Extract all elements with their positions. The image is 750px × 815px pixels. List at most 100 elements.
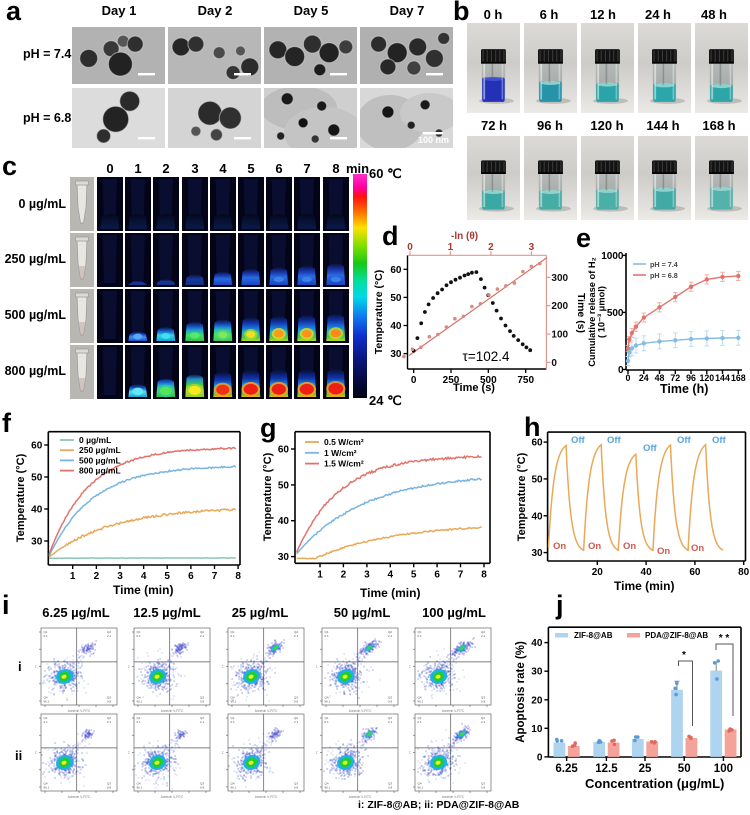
svg-text:0.1: 0.1 (231, 634, 236, 638)
svg-text:Q2: Q2 (388, 630, 392, 634)
svg-text:250: 250 (443, 375, 460, 386)
svg-text:* *: * * (719, 633, 730, 644)
svg-text:3: 3 (117, 571, 123, 582)
svg-text:0.8: 0.8 (107, 786, 112, 790)
svg-text:ZIF-8@AB: ZIF-8@AB (574, 631, 613, 640)
svg-text:Annexin V-FITC: Annexin V-FITC (255, 709, 278, 713)
svg-text:Q2: Q2 (200, 716, 204, 720)
svg-text:Q1: Q1 (325, 716, 329, 720)
svg-text:0.8: 0.8 (481, 700, 486, 704)
svg-text:2.1: 2.1 (107, 720, 112, 724)
svg-text:1: 1 (70, 571, 76, 582)
svg-text:0.8: 0.8 (200, 786, 205, 790)
svg-text:0.8: 0.8 (107, 700, 112, 704)
svg-text:PI: PI (316, 751, 319, 754)
svg-text:4: 4 (388, 569, 394, 580)
svg-text:0: 0 (626, 373, 631, 383)
svg-text:20: 20 (592, 567, 604, 578)
svg-text:Q3: Q3 (200, 782, 204, 786)
svg-text:Q4: Q4 (231, 782, 235, 786)
svg-text:Q1: Q1 (231, 630, 235, 634)
svg-text:50: 50 (31, 473, 43, 484)
svg-text:pH = 6.8: pH = 6.8 (650, 271, 678, 280)
svg-text:60: 60 (278, 445, 290, 456)
svg-text:Temperature (°C): Temperature (°C) (373, 270, 385, 355)
svg-text:10: 10 (531, 724, 543, 735)
svg-text:40: 40 (641, 567, 653, 578)
svg-text:2: 2 (94, 571, 100, 582)
svg-text:PDA@ZIF-8@AB: PDA@ZIF-8@AB (645, 631, 708, 640)
svg-text:2.1: 2.1 (294, 720, 299, 724)
svg-text:On: On (553, 541, 566, 552)
svg-text:Q2: Q2 (388, 716, 392, 720)
svg-text:30: 30 (531, 548, 543, 559)
svg-text:2.1: 2.1 (294, 634, 299, 638)
svg-text:0.8: 0.8 (294, 786, 299, 790)
svg-text:50: 50 (531, 474, 543, 485)
svg-text:48: 48 (655, 373, 665, 383)
svg-text:Q1: Q1 (44, 716, 48, 720)
svg-text:Cumulative release of H₂: Cumulative release of H₂ (588, 257, 597, 367)
svg-text:Temperature (°C): Temperature (°C) (15, 453, 27, 542)
svg-text:60: 60 (531, 438, 543, 449)
svg-text:30: 30 (390, 349, 402, 360)
svg-text:Q1: Q1 (325, 630, 329, 634)
svg-text:τ=102.4: τ=102.4 (463, 349, 510, 364)
svg-text:2.1: 2.1 (388, 720, 393, 724)
svg-text:3: 3 (529, 242, 535, 253)
svg-text:60: 60 (31, 441, 43, 452)
svg-text:2.1: 2.1 (481, 720, 486, 724)
svg-text:96.1: 96.1 (137, 786, 143, 790)
svg-text:0.5 W/cm²: 0.5 W/cm² (324, 437, 364, 447)
svg-text:12.5: 12.5 (595, 763, 618, 775)
svg-text:PI: PI (316, 665, 319, 668)
svg-text:6: 6 (188, 571, 194, 582)
svg-text:Q1: Q1 (44, 630, 48, 634)
svg-text:Q2: Q2 (294, 630, 298, 634)
svg-text:100: 100 (714, 763, 733, 775)
svg-text:6.25: 6.25 (555, 763, 578, 775)
svg-text:0.1: 0.1 (418, 634, 423, 638)
svg-text:0: 0 (618, 365, 624, 376)
svg-text:500: 500 (607, 308, 624, 319)
svg-text:750: 750 (517, 375, 534, 386)
svg-text:50: 50 (678, 763, 691, 775)
svg-text:Q3: Q3 (200, 696, 204, 700)
svg-text:96.1: 96.1 (325, 700, 331, 704)
svg-text:( 10⁻³ μmol): ( 10⁻³ μmol) (597, 286, 607, 338)
svg-text:0.1: 0.1 (137, 634, 142, 638)
svg-text:96.1: 96.1 (44, 786, 50, 790)
svg-text:1: 1 (448, 242, 454, 253)
svg-text:Off: Off (712, 435, 727, 446)
svg-text:Q1: Q1 (137, 716, 141, 720)
svg-text:0.8: 0.8 (294, 700, 299, 704)
svg-text:2.1: 2.1 (200, 720, 205, 724)
svg-text:PI: PI (222, 665, 225, 668)
svg-text:Q2: Q2 (481, 630, 485, 634)
svg-text:Off: Off (677, 435, 692, 446)
svg-text:0.1: 0.1 (418, 720, 423, 724)
svg-text:Q3: Q3 (481, 696, 485, 700)
svg-text:96.1: 96.1 (231, 786, 237, 790)
svg-text:4: 4 (141, 571, 147, 582)
svg-text:PI: PI (128, 751, 131, 754)
svg-text:3: 3 (364, 569, 370, 580)
svg-text:0.1: 0.1 (137, 720, 142, 724)
svg-text:0.8: 0.8 (481, 786, 486, 790)
svg-text:0: 0 (551, 358, 557, 369)
svg-text:Q1: Q1 (231, 716, 235, 720)
svg-text:0.8: 0.8 (200, 700, 205, 704)
svg-text:PI: PI (409, 751, 412, 754)
svg-text:Q2: Q2 (294, 716, 298, 720)
svg-text:Q3: Q3 (388, 696, 392, 700)
svg-text:200: 200 (551, 301, 568, 312)
svg-text:40: 40 (531, 511, 543, 522)
svg-text:5: 5 (411, 569, 417, 580)
svg-text:PI: PI (35, 751, 38, 754)
svg-text:7: 7 (212, 571, 218, 582)
svg-text:0 µg/mL: 0 µg/mL (79, 435, 111, 445)
svg-text:Annexin V-FITC: Annexin V-FITC (161, 709, 184, 713)
svg-text:25: 25 (639, 763, 652, 775)
svg-text:Off: Off (607, 435, 622, 446)
svg-text:Annexin V-FITC: Annexin V-FITC (349, 795, 372, 799)
